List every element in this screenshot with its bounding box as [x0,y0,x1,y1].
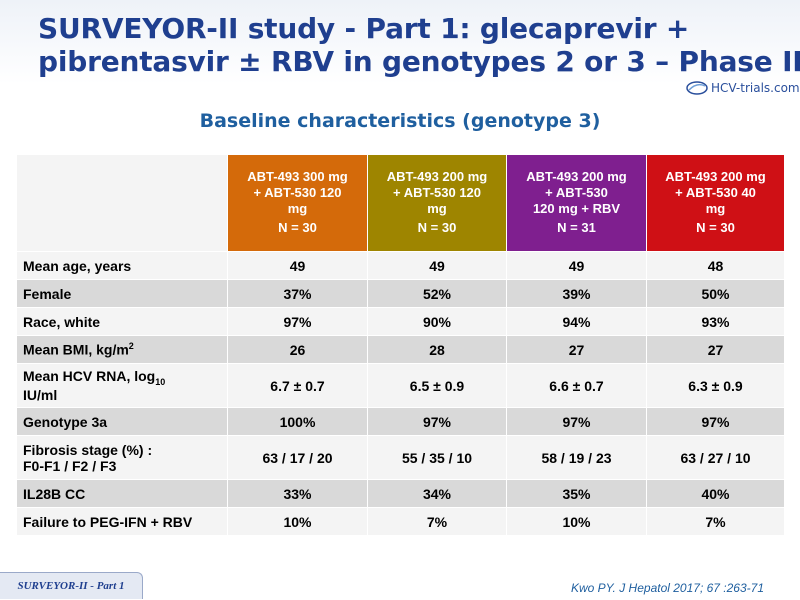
row-label: Race, white [16,307,228,336]
column-header-line: ABT-493 200 mg [526,169,627,184]
slide-title-line-2: pibrentasvir ± RBV in genotypes 2 or 3 –… [38,45,800,78]
column-header-line: mg [287,201,308,216]
row-label: Genotype 3a [16,407,228,436]
table-cell: 35% [506,479,647,508]
table-row-fibrosis-stage: Fibrosis stage (%) : F0-F1 / F2 / F3 63 … [16,435,785,480]
table-cell: 97% [367,407,507,436]
table-cell: 63 / 17 / 20 [227,435,368,480]
column-header-line: ABT-493 200 mg [386,169,488,184]
table-row-race-white: Race, white 97% 90% 94% 93% [16,307,785,336]
table-cell: 50% [646,279,785,308]
column-header-arm-3: ABT-493 200 mg + ABT-530 120 mg + RBV N … [506,154,647,252]
logo-text: HCV-trials.com [711,81,800,95]
table-cell: 94% [506,307,647,336]
table-cell: 40% [646,479,785,508]
row-label: Mean HCV RNA, log10 IU/ml [16,363,228,408]
row-label-line-2: F0-F1 / F2 / F3 [23,457,117,474]
row-label: IL28B CC [16,479,228,508]
table-cell: 10% [227,507,368,536]
row-label: Female [16,279,228,308]
hcv-logo-icon [686,81,708,95]
header-corner-cell [16,154,228,252]
table-cell: 97% [506,407,647,436]
column-header-arm-2: ABT-493 200 mg + ABT-530 120 mg N = 30 [367,154,507,252]
footer-section-label: SURVEYOR-II - Part 1 [17,580,125,592]
column-header-line: ABT-493 300 mg [247,169,348,184]
table-cell: 49 [506,251,647,280]
column-header-line: 120 mg + RBV [532,201,621,216]
slide-title: SURVEYOR-II study - Part 1: glecaprevir … [38,12,800,78]
table-cell: 37% [227,279,368,308]
table-cell: 6.7 ± 0.7 [227,363,368,408]
row-label: Fibrosis stage (%) : F0-F1 / F2 / F3 [16,435,228,480]
row-label-line-1: Fibrosis stage (%) : [23,441,153,458]
table-row-failure-peg-ifn: Failure to PEG-IFN + RBV 10% 7% 10% 7% [16,507,785,536]
table-header-row: ABT-493 300 mg + ABT-530 120 mg N = 30 A… [16,154,785,252]
column-header-line: + ABT-530 40 [675,185,756,200]
column-header-n: N = 30 [417,220,457,235]
table-cell: 52% [367,279,507,308]
table-row-mean-age: Mean age, years 49 49 49 48 [16,251,785,280]
table-cell: 6.3 ± 0.9 [646,363,785,408]
table-row-mean-bmi: Mean BMI, kg/m2 26 28 27 27 [16,335,785,364]
table-cell: 27 [646,335,785,364]
table-cell: 34% [367,479,507,508]
table-cell: 100% [227,407,368,436]
column-header-n: N = 30 [696,220,735,235]
row-label: Failure to PEG-IFN + RBV [16,507,228,536]
row-label-superscript: 2 [128,341,134,352]
table-cell: 7% [367,507,507,536]
table-cell: 7% [646,507,785,536]
table-cell: 6.6 ± 0.7 [506,363,647,408]
row-label: Mean age, years [16,251,228,280]
table-cell: 55 / 35 / 10 [367,435,507,480]
table-cell: 58 / 19 / 23 [506,435,647,480]
row-label-line-2: IU/ml [23,386,58,403]
row-label-text: Mean BMI, kg/m [23,341,129,358]
table-cell: 33% [227,479,368,508]
table-row-mean-hcv-rna: Mean HCV RNA, log10 IU/ml 6.7 ± 0.7 6.5 … [16,363,785,408]
table-cell: 97% [227,307,368,336]
hcv-trials-logo: HCV-trials.com [686,78,800,98]
table-cell: 39% [506,279,647,308]
row-label-text: Mean HCV RNA, log [23,368,156,385]
column-header-n: N = 31 [557,220,596,235]
table-cell: 49 [227,251,368,280]
column-header-arm-4: ABT-493 200 mg + ABT-530 40 mg N = 30 [646,154,785,252]
table-cell: 27 [506,335,647,364]
table-cell: 93% [646,307,785,336]
column-header-line: ABT-493 200 mg [665,169,766,184]
table-cell: 63 / 27 / 10 [646,435,785,480]
column-header-line: + ABT-530 [545,185,608,200]
table-cell: 10% [506,507,647,536]
slide-subtitle: Baseline characteristics (genotype 3) [199,110,601,132]
row-label-subscript: 10 [155,376,166,387]
column-header-arm-1: ABT-493 300 mg + ABT-530 120 mg N = 30 [227,154,368,252]
column-header-line: mg [427,201,447,216]
column-header-line: mg [705,201,726,216]
column-header-line: + ABT-530 120 [392,185,482,200]
row-label: Mean BMI, kg/m2 [16,335,228,364]
table-row-female: Female 37% 52% 39% 50% [16,279,785,308]
column-header-n: N = 30 [278,220,317,235]
table-cell: 97% [646,407,785,436]
table-cell: 49 [367,251,507,280]
column-header-line: + ABT-530 120 [253,185,342,200]
table-cell: 26 [227,335,368,364]
table-cell: 6.5 ± 0.9 [367,363,507,408]
baseline-characteristics-table: ABT-493 300 mg + ABT-530 120 mg N = 30 A… [16,154,785,536]
table-row-genotype-3a: Genotype 3a 100% 97% 97% 97% [16,407,785,436]
table-cell: 48 [646,251,785,280]
footer-section-tab: SURVEYOR-II - Part 1 [0,572,143,599]
table-cell: 90% [367,307,507,336]
table-cell: 28 [367,335,507,364]
table-row-il28b-cc: IL28B CC 33% 34% 35% 40% [16,479,785,508]
row-label-line-1: Mean HCV RNA, log10 [23,368,221,387]
slide-title-line-1: SURVEYOR-II study - Part 1: glecaprevir … [38,12,690,45]
citation: Kwo PY. J Hepatol 2017; 67 :263-71 [570,581,764,595]
